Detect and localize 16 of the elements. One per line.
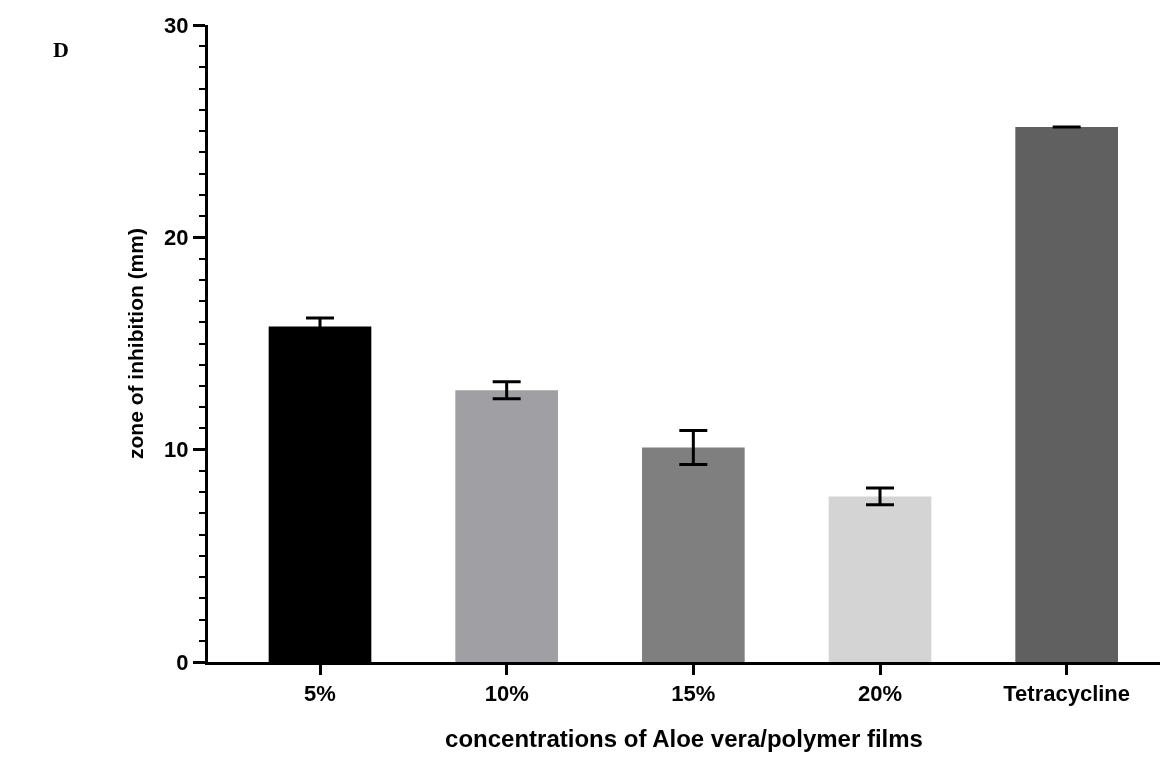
bar xyxy=(642,447,745,662)
bar xyxy=(1015,126,1118,662)
x-tick-label: 20% xyxy=(857,681,903,707)
y-axis-title: zone of inhibition (mm) xyxy=(124,228,148,459)
y-tick-label: 10 xyxy=(164,437,189,463)
x-tick-label: Tetracycline xyxy=(1003,681,1131,707)
x-tick-label: 15% xyxy=(671,681,716,707)
y-tick-label: 30 xyxy=(164,12,189,38)
y-tick-label: 20 xyxy=(164,225,189,251)
bar xyxy=(455,390,558,662)
x-tick-label: 5% xyxy=(304,681,336,707)
x-axis-title: concentrations of Aloe vera/polymer films xyxy=(445,724,923,752)
x-tick-label: 10% xyxy=(484,681,529,707)
bar xyxy=(828,496,932,662)
y-tick-label: 0 xyxy=(176,649,189,675)
text: D xyxy=(53,37,69,62)
